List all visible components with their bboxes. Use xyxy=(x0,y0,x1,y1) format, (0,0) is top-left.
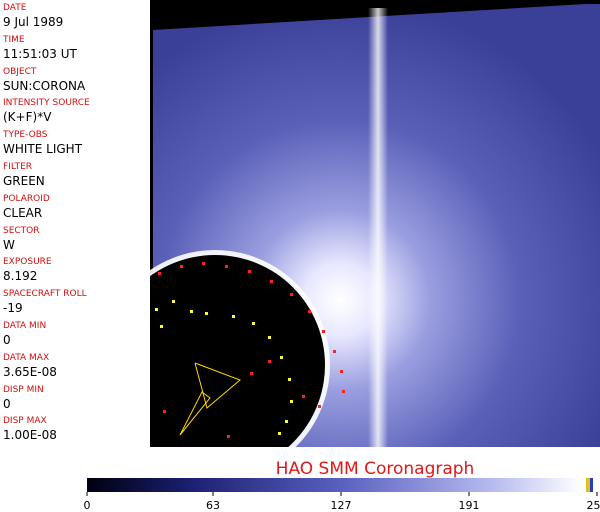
field-label: TYPE-OBS xyxy=(3,130,48,141)
field-label: DATE xyxy=(3,3,27,13)
title: HAO SMM Coronagraph xyxy=(276,459,475,479)
field-value: W xyxy=(3,237,15,252)
field-label: DISP MAX xyxy=(3,416,47,427)
colorbar xyxy=(87,478,597,492)
footer: HAO SMM Coronagraph 0 63 127 191 255 xyxy=(84,459,600,512)
field-label: DISP MIN xyxy=(3,384,44,395)
coronagraph-image xyxy=(150,0,600,447)
field-value: SUN:CORONA xyxy=(3,78,86,93)
field-value: -19 xyxy=(3,301,23,316)
field-label: EXPOSURE xyxy=(3,257,52,268)
field-value: 0 xyxy=(3,333,11,347)
field-value: WHITE LIGHT xyxy=(3,142,83,157)
field-value: 8.192 xyxy=(3,269,38,284)
field-value: 9 Jul 1989 xyxy=(3,15,64,29)
metadata-panel: DATE 9 Jul 1989 TIME 11:51:03 UT OBJECT SUN:C… xyxy=(0,0,150,447)
field-label: SPACECRAFT ROLL xyxy=(3,289,87,300)
field-label: TIME xyxy=(3,34,25,45)
field-label: DATA MAX xyxy=(3,352,50,363)
field-label: FILTER xyxy=(3,162,33,172)
tick-label: 255 xyxy=(587,499,600,512)
tick-label: 191 xyxy=(459,499,480,512)
field-label: POLAROID xyxy=(3,193,50,204)
field-label: SECTOR xyxy=(3,225,40,236)
field-value: 3.65E-08 xyxy=(3,364,57,379)
tick-label: 127 xyxy=(331,499,352,512)
field-value: 0 xyxy=(3,396,11,411)
colorbar-end xyxy=(586,478,590,492)
field-value: CLEAR xyxy=(3,205,43,220)
colorbar-end xyxy=(590,478,593,492)
field-label: DATA MIN xyxy=(3,321,47,331)
tick-label: 63 xyxy=(206,499,220,512)
field-value: 11:51:03 UT xyxy=(3,46,77,61)
field-label: INTENSITY SOURCE xyxy=(3,98,90,109)
field-value: GREEN xyxy=(3,174,45,188)
tick-label: 0 xyxy=(84,499,91,512)
field-value: 1.00E-08 xyxy=(3,428,57,443)
field-label: OBJECT xyxy=(3,66,37,77)
field-value: (K+F)*V xyxy=(3,110,52,125)
